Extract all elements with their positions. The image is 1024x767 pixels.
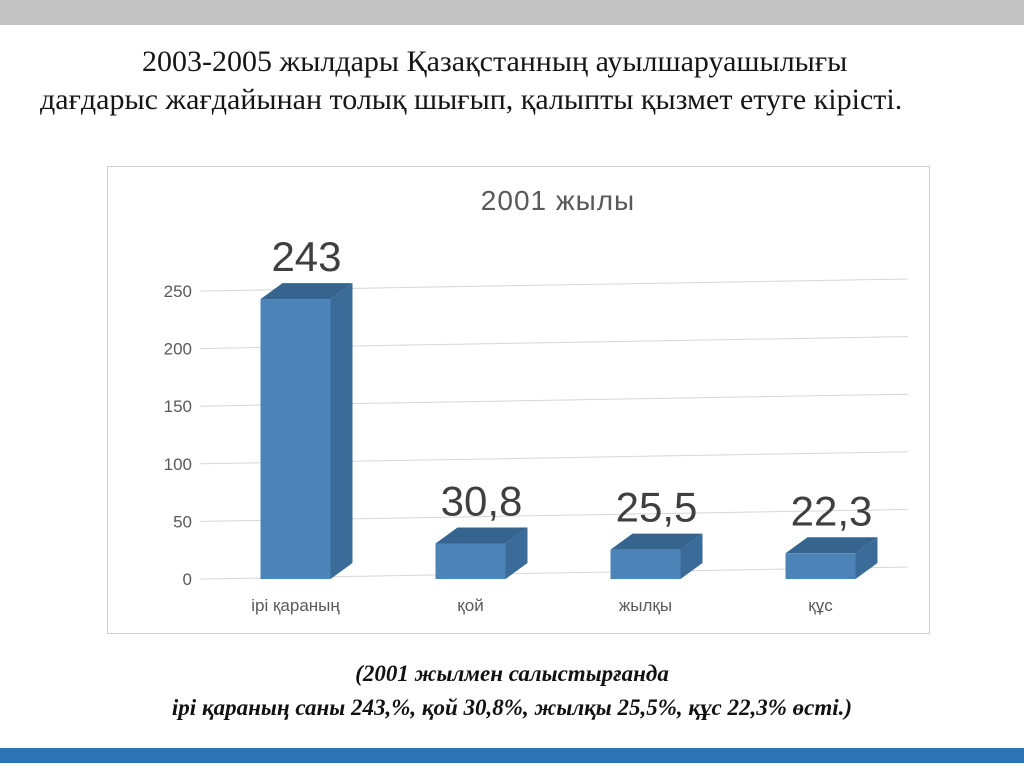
x-tick-label: жылқы — [619, 596, 672, 615]
bar-value-label: 25,5 — [616, 484, 698, 531]
bar — [610, 549, 681, 579]
y-tick-label: 250 — [164, 282, 192, 301]
x-tick-label: құс — [808, 596, 833, 615]
bar-top-face — [610, 533, 703, 550]
y-tick-label: 0 — [183, 570, 192, 589]
slide-title: 2003-2005 жылдары Қазақстанның ауылшаруа… — [40, 45, 903, 116]
y-tick-label: 50 — [173, 512, 192, 531]
bar-top-face — [260, 283, 353, 300]
caption-line-1: (2001 жылмен салыстырғанда — [355, 661, 669, 686]
slide: 2003-2005 жылдары Қазақстанның ауылшаруа… — [0, 25, 1024, 767]
bar — [785, 553, 856, 579]
bar — [260, 299, 331, 579]
bar-chart: 0 50 100 150 200 250 243 ірі қараның 30,8 қой 25,5… — [164, 233, 909, 615]
bar-value-label: 243 — [271, 233, 341, 280]
bar-value-label: 30,8 — [441, 478, 523, 525]
x-tick-label: ірі қараның — [251, 596, 340, 615]
bar-top-face — [435, 527, 528, 544]
caption-line-2: ірі қараның саны 243,%, қой 30,8%, жылқы… — [171, 695, 853, 720]
bar-side-face — [330, 283, 353, 579]
bar-side-face — [855, 537, 878, 579]
chart-title: 2001 жылы — [480, 185, 636, 216]
bar-side-face — [680, 533, 703, 579]
chart-box: 0 50 100 150 200 250 243 ірі қараның 30,8 қой 25,5… — [107, 166, 930, 634]
y-tick-label: 100 — [164, 455, 192, 474]
bar-top-face — [785, 537, 878, 554]
bar-side-face — [505, 527, 528, 579]
y-tick-label: 150 — [164, 397, 192, 416]
chart-caption: (2001 жылмен салыстырғанда ірі қараның с… — [0, 657, 1024, 725]
bar — [435, 543, 506, 579]
bar-value-label: 22,3 — [791, 487, 873, 534]
slide-footer-bar — [0, 748, 1024, 763]
x-tick-label: қой — [457, 596, 483, 615]
viewer-top-strip — [0, 0, 1024, 25]
y-tick-label: 200 — [164, 340, 192, 359]
